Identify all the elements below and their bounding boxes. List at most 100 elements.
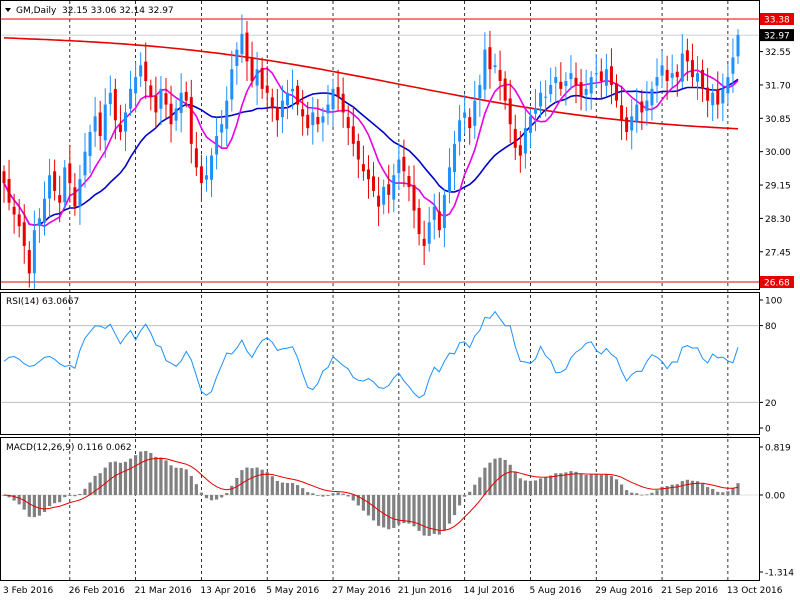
price-level-label: 26.68 <box>764 279 790 289</box>
macd-histogram-bar <box>240 470 244 495</box>
macd-histogram-bar <box>690 480 695 495</box>
candle-body <box>129 88 133 109</box>
candle-body <box>559 81 563 89</box>
candle-body <box>615 83 619 101</box>
candle-body <box>523 128 527 154</box>
rsi-panel[interactable] <box>0 292 760 435</box>
candle-body <box>210 155 214 180</box>
candle-body <box>498 70 502 82</box>
price-axis: 32.55 31.70 30.85 30.00 29.15 28.30 27.45 <box>759 48 791 258</box>
candle-body <box>635 104 639 121</box>
candle-body <box>98 112 102 136</box>
candle-body <box>579 82 583 97</box>
candle-body <box>326 104 330 114</box>
macd-histogram-bar <box>230 485 234 495</box>
macd-histogram-bar <box>468 491 472 495</box>
macd-histogram-bar <box>619 484 624 495</box>
macd-histogram-bar <box>73 494 77 497</box>
candle-body <box>528 116 532 133</box>
candle-body <box>48 175 52 199</box>
candle-body <box>285 92 289 106</box>
candle-body <box>372 176 376 191</box>
date-tick-label: 5 Aug 2016 <box>529 586 581 596</box>
rsi-axis-label: 100 <box>765 297 782 307</box>
macd-histogram-bar <box>463 494 467 497</box>
date-tick-label: 27 May 2016 <box>332 586 391 596</box>
candle-body <box>134 77 138 94</box>
candle-body <box>422 238 426 246</box>
chart-menu-triangle-icon[interactable] <box>5 8 11 12</box>
price-axis-label: 31.70 <box>765 81 791 91</box>
candle-body <box>356 140 360 160</box>
macd-histogram-bar <box>549 475 553 495</box>
macd-histogram-bar <box>7 494 11 498</box>
candle-body <box>589 77 593 94</box>
macd-histogram-bar <box>432 494 436 534</box>
candle-body <box>230 69 234 100</box>
macd-histogram-bar <box>392 494 396 528</box>
candle-body <box>113 89 117 121</box>
macd-histogram-bar <box>614 479 619 495</box>
candle-body <box>640 101 644 113</box>
macd-histogram-bar <box>473 484 477 495</box>
candle-body <box>407 176 411 188</box>
macd-histogram-bar <box>301 488 305 495</box>
macd-histogram-bar <box>58 494 62 503</box>
macd-histogram-bar <box>265 472 269 495</box>
rsi-axis: 100 80 20 0 <box>759 297 782 435</box>
price-panel[interactable] <box>0 0 760 290</box>
rsi-line <box>3 310 739 399</box>
macd-histogram-bar <box>387 494 391 530</box>
macd-histogram-bar <box>346 494 350 497</box>
candle-body <box>250 58 254 82</box>
candle-body <box>108 92 112 105</box>
macd-histogram-bar <box>169 465 173 495</box>
macd-histogram-bar <box>199 492 204 495</box>
macd-series <box>1 451 759 536</box>
candle-body <box>544 96 548 98</box>
price-panel-title: GM,Daily <box>16 6 57 16</box>
candle-body <box>437 211 441 231</box>
candle-body <box>549 84 553 95</box>
candle-body <box>463 112 467 118</box>
candle-body <box>149 85 153 97</box>
candle-body <box>427 222 431 244</box>
candle-body <box>574 77 578 85</box>
candle-body <box>265 85 269 93</box>
candle-body <box>468 117 472 129</box>
macd-histogram-bar <box>47 494 52 507</box>
macd-histogram-bar <box>371 494 376 521</box>
candle-body <box>240 33 244 55</box>
macd-histogram-bar <box>513 471 517 495</box>
candle-body <box>604 69 608 86</box>
macd-histogram-bar <box>382 494 386 528</box>
macd-histogram-bar <box>559 473 563 495</box>
macd-histogram-bar <box>660 486 664 495</box>
macd-histogram-bar <box>17 494 21 505</box>
date-tick-label: 14 Jul 2016 <box>464 586 515 596</box>
candle-body <box>346 117 350 129</box>
macd-histogram-bar <box>589 474 593 495</box>
macd-histogram-bar <box>356 494 360 506</box>
macd-histogram-bar <box>533 480 538 495</box>
macd-histogram-bar <box>650 492 654 495</box>
candle-body <box>42 198 46 223</box>
macd-histogram-bar <box>452 494 457 516</box>
date-tick-label: 21 Sep 2016 <box>661 586 718 596</box>
candle-body <box>670 73 674 78</box>
macd-histogram-bar <box>174 467 178 495</box>
macd-histogram-bar <box>255 467 259 495</box>
candle-body <box>68 163 72 184</box>
macd-histogram-bar <box>523 480 527 495</box>
candle-body <box>280 100 284 118</box>
date-tick-label: 3 Feb 2016 <box>3 586 54 596</box>
macd-histogram-bar <box>194 484 198 495</box>
macd-histogram-bar <box>599 474 603 495</box>
candle-body <box>17 214 21 227</box>
candle-body <box>164 93 168 105</box>
macd-histogram-bar <box>625 490 629 495</box>
macd-histogram-bar <box>427 494 431 536</box>
macd-histogram-bar <box>37 494 42 516</box>
macd-histogram-bar <box>442 494 446 531</box>
